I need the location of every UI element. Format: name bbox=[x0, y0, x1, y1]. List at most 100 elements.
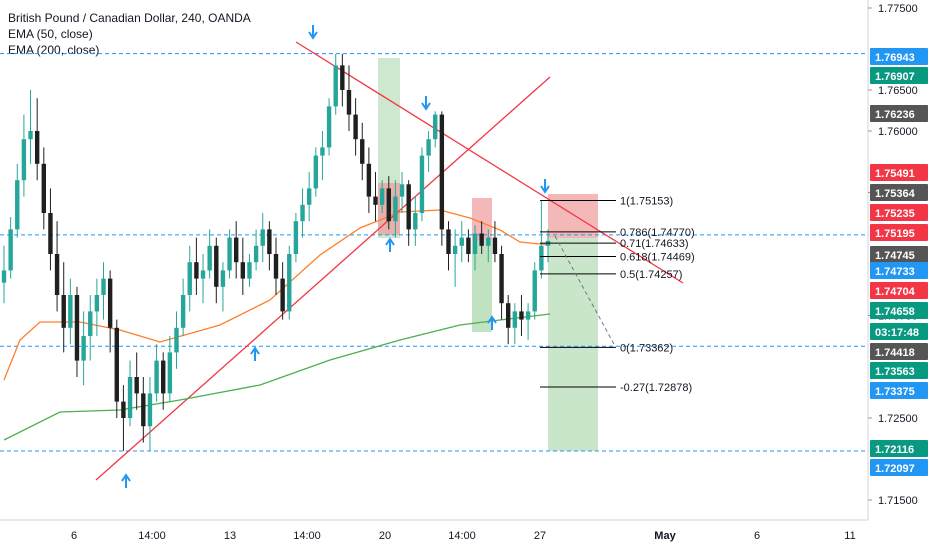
candle-body bbox=[8, 229, 13, 271]
candle bbox=[492, 221, 498, 263]
price-badge-text: 1.75235 bbox=[875, 208, 915, 220]
candle-body bbox=[1, 270, 7, 283]
candle bbox=[320, 131, 325, 181]
candle bbox=[505, 295, 511, 345]
candle-body bbox=[366, 163, 372, 197]
candle-body bbox=[147, 393, 153, 427]
price-badge-text: 1.72116 bbox=[875, 444, 914, 456]
price-badge-text: 1.76943 bbox=[875, 52, 915, 64]
candle bbox=[479, 221, 484, 254]
candle-body bbox=[267, 229, 272, 254]
candle-body bbox=[180, 295, 186, 328]
candle-body bbox=[94, 295, 100, 312]
candle-body bbox=[406, 184, 411, 230]
candle bbox=[15, 163, 20, 238]
candle bbox=[21, 114, 27, 197]
candle bbox=[227, 229, 232, 279]
candle bbox=[240, 237, 246, 295]
candle-body bbox=[114, 327, 119, 402]
stop-zone bbox=[548, 194, 598, 238]
candle-body bbox=[273, 254, 279, 279]
price-badge-bg bbox=[870, 224, 928, 241]
x-tick-label: 14:00 bbox=[448, 530, 476, 542]
candles-layer bbox=[1, 53, 551, 451]
candle bbox=[81, 311, 86, 386]
x-tick-label: 13 bbox=[224, 530, 236, 542]
candle-body bbox=[519, 311, 524, 320]
candle-body bbox=[227, 237, 232, 271]
price-badge: 1.72116 bbox=[870, 440, 928, 457]
candle-body bbox=[61, 295, 66, 328]
candle-body bbox=[161, 360, 166, 394]
ema200-line bbox=[3, 313, 551, 441]
arrow-head bbox=[385, 237, 395, 246]
candle bbox=[134, 352, 139, 410]
candle bbox=[28, 90, 33, 164]
price-badge: 1.74745 bbox=[870, 246, 928, 263]
candle bbox=[101, 262, 106, 320]
candle-body bbox=[121, 401, 126, 418]
candle-body bbox=[353, 114, 358, 140]
candle bbox=[273, 237, 279, 295]
price-badge-bg bbox=[870, 343, 928, 360]
fib-label: -0.27(1.72878) bbox=[620, 382, 692, 394]
arrow-down-icon bbox=[421, 96, 431, 111]
candle bbox=[167, 336, 173, 402]
candle-body bbox=[247, 262, 252, 279]
candle-body bbox=[300, 204, 305, 222]
candle bbox=[486, 229, 491, 263]
price-badge-bg bbox=[870, 105, 928, 122]
arrow-up-icon bbox=[385, 237, 395, 252]
candle bbox=[373, 172, 378, 222]
y-tick-label: 1.72500 bbox=[878, 413, 918, 425]
candle bbox=[406, 180, 411, 246]
candle-body bbox=[466, 237, 471, 254]
candle bbox=[360, 122, 365, 181]
candle bbox=[161, 352, 166, 410]
arrow-head bbox=[250, 346, 260, 355]
candle bbox=[466, 229, 471, 263]
green-zone bbox=[472, 240, 492, 332]
price-badge: 03:17:48 bbox=[870, 323, 928, 340]
candle-body bbox=[293, 221, 299, 254]
candle bbox=[220, 262, 226, 312]
price-badge-bg bbox=[870, 323, 928, 340]
candle bbox=[68, 278, 73, 345]
candle-body bbox=[154, 360, 159, 394]
candle bbox=[419, 147, 425, 222]
x-tick-label: 6 bbox=[71, 530, 77, 542]
candle-body bbox=[127, 377, 133, 418]
candle bbox=[333, 53, 338, 115]
y-tick-label: 1.76500 bbox=[878, 85, 918, 97]
candle-body bbox=[233, 237, 239, 263]
y-tick-label: 1.76000 bbox=[878, 126, 918, 138]
arrow-up-icon bbox=[250, 346, 260, 361]
price-badge-text: 1.76907 bbox=[875, 71, 915, 83]
arrow-down-icon bbox=[308, 25, 318, 40]
fib-label: 0.71(1.74633) bbox=[620, 238, 689, 250]
candle-body bbox=[333, 65, 338, 107]
candle bbox=[326, 98, 332, 156]
fib-label: 0.786(1.74770) bbox=[620, 227, 695, 239]
candle bbox=[141, 377, 146, 443]
uptrend-line bbox=[95, 76, 551, 481]
candle bbox=[88, 295, 93, 361]
price-badge-bg bbox=[870, 262, 928, 279]
price-badge-bg bbox=[870, 440, 928, 457]
candle-body bbox=[214, 245, 219, 287]
candle-body bbox=[433, 114, 438, 140]
arrow-up-icon bbox=[487, 315, 497, 330]
candle bbox=[519, 295, 524, 336]
candle-body bbox=[187, 262, 192, 295]
candle-body bbox=[287, 254, 292, 312]
candle bbox=[174, 311, 179, 369]
candle-body bbox=[21, 139, 27, 181]
x-tick-label: 20 bbox=[379, 530, 391, 542]
candle-body bbox=[28, 131, 33, 140]
candle-body bbox=[167, 352, 173, 394]
price-badge: 1.73375 bbox=[870, 382, 928, 399]
x-tick-label: 14:00 bbox=[293, 530, 321, 542]
price-badge-text: 1.73375 bbox=[875, 386, 915, 398]
price-badge-text: 1.75195 bbox=[875, 228, 915, 240]
